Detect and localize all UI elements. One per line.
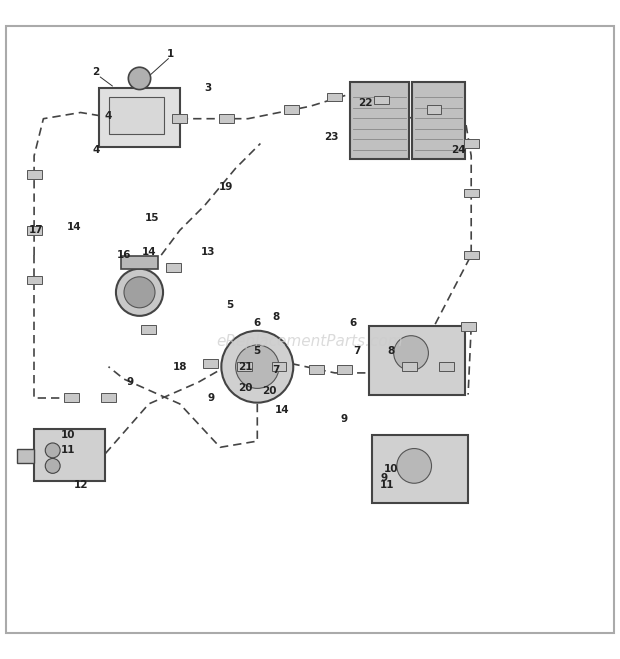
- Bar: [327, 93, 342, 101]
- Bar: [166, 263, 181, 272]
- Bar: [427, 105, 441, 114]
- Text: 8: 8: [272, 312, 280, 322]
- Text: 11: 11: [61, 445, 76, 455]
- Text: 16: 16: [117, 250, 131, 260]
- Text: 9: 9: [340, 415, 348, 424]
- Text: 14: 14: [67, 222, 82, 232]
- Bar: [219, 115, 234, 123]
- Bar: [439, 362, 454, 371]
- Bar: [464, 188, 479, 198]
- Text: 21: 21: [237, 362, 252, 372]
- Bar: [412, 82, 465, 159]
- Bar: [284, 105, 299, 114]
- Text: 14: 14: [141, 247, 156, 257]
- Bar: [172, 115, 187, 123]
- Bar: [369, 326, 465, 395]
- Text: 24: 24: [451, 145, 466, 155]
- Text: 7: 7: [353, 346, 360, 357]
- Text: 23: 23: [324, 132, 339, 142]
- Bar: [464, 251, 479, 260]
- Bar: [464, 139, 479, 148]
- Circle shape: [128, 67, 151, 90]
- Text: 3: 3: [204, 82, 211, 93]
- Text: 22: 22: [358, 98, 373, 108]
- Bar: [101, 393, 116, 402]
- Text: 20: 20: [237, 384, 252, 393]
- Bar: [203, 359, 218, 368]
- Circle shape: [397, 449, 432, 483]
- Text: 19: 19: [219, 182, 234, 192]
- Bar: [402, 362, 417, 371]
- Bar: [64, 393, 79, 402]
- Text: 7: 7: [272, 365, 280, 375]
- Text: 5: 5: [226, 300, 233, 310]
- Bar: [17, 449, 34, 463]
- Bar: [99, 88, 180, 146]
- Bar: [309, 366, 324, 374]
- Text: 8: 8: [387, 346, 394, 357]
- Text: 12: 12: [73, 480, 88, 490]
- Text: 9: 9: [381, 473, 388, 483]
- Bar: [374, 96, 389, 104]
- Text: 11: 11: [380, 480, 395, 490]
- Bar: [108, 97, 164, 134]
- Text: 15: 15: [144, 213, 159, 223]
- Bar: [461, 322, 476, 331]
- Text: 1: 1: [167, 49, 174, 59]
- Bar: [272, 362, 286, 371]
- Bar: [121, 256, 158, 270]
- Text: 4: 4: [105, 111, 112, 121]
- Circle shape: [124, 277, 155, 308]
- Text: 5: 5: [254, 346, 261, 357]
- Text: 6: 6: [350, 318, 357, 328]
- Bar: [141, 325, 156, 334]
- Circle shape: [236, 345, 279, 388]
- Bar: [27, 170, 42, 179]
- Bar: [27, 226, 42, 235]
- Bar: [27, 275, 42, 284]
- Text: 6: 6: [254, 318, 261, 328]
- Bar: [337, 366, 352, 374]
- Circle shape: [45, 443, 60, 458]
- Bar: [350, 82, 409, 159]
- Text: 14: 14: [275, 405, 290, 415]
- Text: 20: 20: [262, 386, 277, 397]
- Text: 9: 9: [207, 393, 215, 403]
- Text: 10: 10: [383, 464, 398, 474]
- Text: 13: 13: [200, 247, 215, 257]
- Circle shape: [221, 331, 293, 403]
- Text: 10: 10: [61, 430, 76, 440]
- Text: 17: 17: [29, 225, 43, 235]
- Circle shape: [116, 269, 163, 316]
- Bar: [372, 435, 468, 503]
- Circle shape: [394, 335, 428, 370]
- Bar: [237, 362, 252, 371]
- Text: 18: 18: [172, 362, 187, 372]
- Text: 4: 4: [92, 145, 100, 155]
- Bar: [34, 429, 105, 482]
- Circle shape: [45, 459, 60, 473]
- Text: 9: 9: [126, 377, 134, 387]
- Text: 2: 2: [92, 67, 100, 77]
- Text: eReplacementParts.com: eReplacementParts.com: [216, 334, 404, 349]
